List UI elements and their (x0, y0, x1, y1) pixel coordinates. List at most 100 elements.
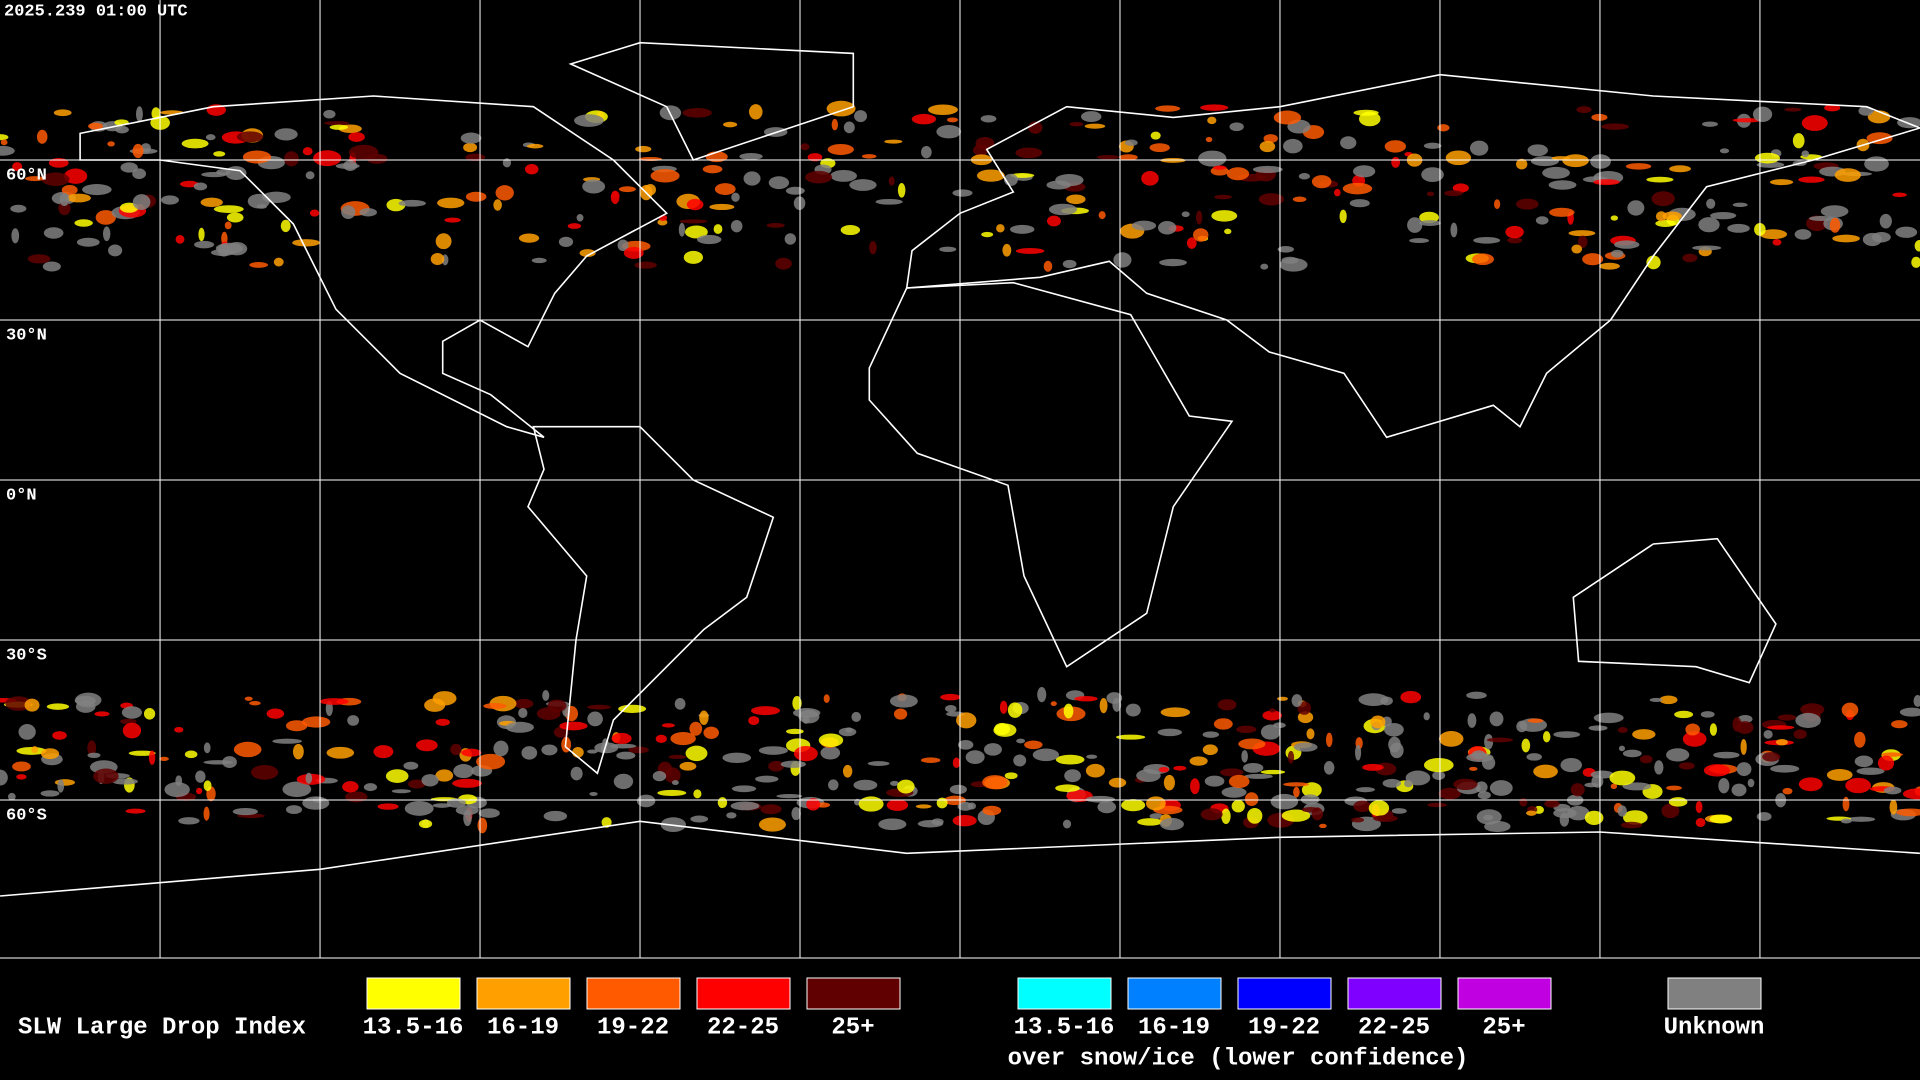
cloud-patch (952, 189, 973, 197)
cloud-patch (463, 810, 472, 827)
cloud-patch (1279, 258, 1308, 272)
cloud-patch (213, 151, 226, 157)
cloud-patch (46, 703, 70, 710)
cloud-patch (1618, 745, 1626, 752)
cloud-patch (1553, 731, 1581, 738)
cloud-patch (345, 791, 368, 803)
cloud-patch (1106, 692, 1123, 705)
cloud-patch (1617, 805, 1627, 817)
cloud-patch (195, 770, 206, 783)
cloud-patch (518, 707, 528, 718)
cloud-patch (1362, 763, 1384, 771)
cloud-patch (1273, 110, 1302, 125)
cloud-patch (1560, 757, 1583, 773)
cloud-patch (178, 817, 200, 825)
cloud-patch (1599, 262, 1620, 270)
cloud-patch (366, 153, 388, 164)
cloud-patch (982, 805, 1002, 816)
cloud-patch (1311, 175, 1332, 189)
legend-swatch (1347, 977, 1442, 1010)
cloud-patch (949, 784, 967, 795)
cloud-patch (203, 806, 210, 821)
cloud-patch (1841, 702, 1859, 718)
cloud-patch (730, 801, 760, 811)
cloud-patch (1108, 777, 1127, 788)
cloud-patch (247, 193, 270, 209)
cloud-patch (184, 750, 198, 759)
cloud-patch (159, 756, 169, 761)
cloud-patch (0, 139, 8, 146)
cloud-patch (132, 143, 144, 159)
lat-label: 30°S (6, 646, 47, 665)
cloud-patch (1213, 718, 1233, 730)
cloud-patch (1277, 245, 1294, 253)
cloud-patch (461, 748, 482, 757)
cloud-patch (1832, 234, 1860, 243)
cloud-patch (1015, 248, 1045, 254)
cloud-patch (840, 224, 861, 236)
cloud-patch (1283, 782, 1310, 787)
cloud-patch (1535, 216, 1549, 225)
cloud-patch (444, 217, 461, 223)
cloud-patch (1145, 796, 1166, 811)
cloud-patch (1527, 144, 1548, 157)
cloud-patch (416, 739, 438, 752)
cloud-patch (582, 179, 606, 194)
cloud-patch (1877, 755, 1895, 771)
cloud-patch (1782, 787, 1793, 795)
cloud-patch (1445, 150, 1472, 166)
cloud-patch (302, 147, 313, 156)
cloud-patch (975, 136, 995, 150)
cloud-patch (1801, 115, 1828, 131)
cloud-patch (404, 801, 434, 816)
cloud-patch (1632, 729, 1656, 740)
cloud-patch (703, 726, 719, 739)
cloud-patch (1010, 224, 1035, 234)
cloud-patch (1666, 748, 1690, 762)
cloud-patch (1301, 782, 1322, 798)
cloud-patch (652, 770, 667, 782)
cloud-patch (1069, 122, 1084, 127)
cloud-patch (477, 817, 488, 834)
cloud-patch (82, 184, 112, 196)
legend-label: 19-22 (597, 1014, 669, 1041)
cloud-patch (1895, 226, 1918, 238)
cloud-patch (432, 803, 452, 808)
cloud-patch (690, 815, 709, 823)
cloud-patch (196, 787, 203, 795)
cloud-patch (66, 193, 91, 203)
cloud-patch (7, 792, 16, 801)
legend-label: Unknown (1664, 1014, 1765, 1041)
cloud-patch (748, 716, 760, 726)
cloud-patch (697, 234, 722, 245)
cloud-patch (693, 789, 702, 799)
cloud-patch (1570, 783, 1585, 797)
cloud-patch (1516, 158, 1528, 170)
cloud-patch (679, 761, 697, 771)
cloud-patch (897, 779, 915, 794)
cloud-patch (1549, 207, 1575, 217)
cloud-patch (359, 208, 377, 217)
cloud-patch (635, 145, 652, 153)
cloud-patch (385, 769, 409, 783)
cloud-patch (476, 753, 506, 770)
cloud-patch (341, 205, 356, 219)
cloud-patch (861, 154, 877, 159)
cloud-patch (739, 152, 763, 160)
legend-label: 13.5-16 (1014, 1014, 1115, 1041)
cloud-patch (18, 724, 36, 740)
cloud-patch (897, 182, 906, 198)
cloud-patch (1158, 766, 1169, 773)
legend-swatch (806, 977, 901, 1010)
cloud-patch (1747, 778, 1755, 788)
cloud-patch (16, 746, 47, 755)
cloud-patch (576, 214, 584, 222)
cloud-patch (570, 766, 583, 781)
lat-label: 60°S (6, 806, 47, 825)
cloud-patch (1158, 221, 1177, 235)
cloud-patch (1202, 744, 1218, 756)
cloud-patch (1820, 205, 1849, 218)
cloud-patch (713, 224, 723, 234)
cloud-patch (1609, 770, 1636, 786)
cloud-patch (1610, 249, 1624, 258)
